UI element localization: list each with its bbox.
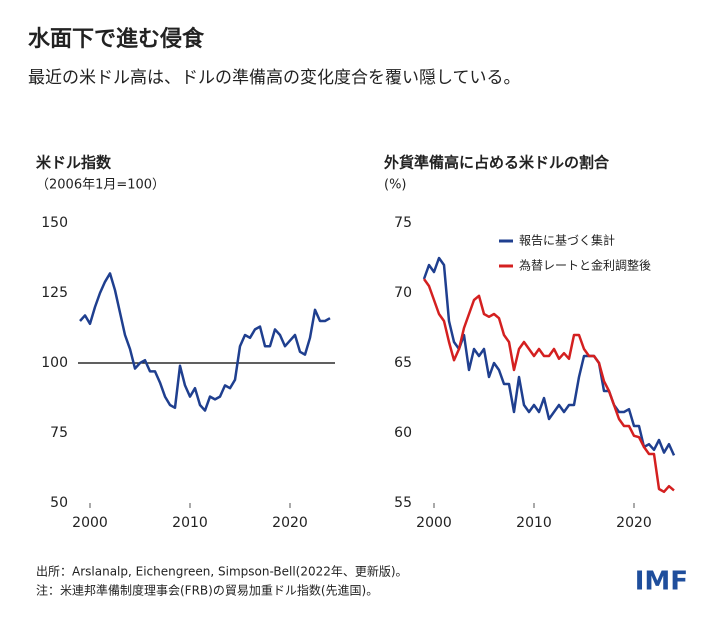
y-tick-label: 75 (394, 215, 412, 231)
x-tick-label: 2000 (72, 515, 108, 531)
data-line (79, 272, 331, 412)
y-tick-label: 125 (41, 285, 68, 301)
data-line (422, 278, 675, 494)
y-tick-label: 75 (50, 425, 68, 441)
chart-title: 米ドル指数 (36, 154, 112, 172)
data-line (422, 256, 676, 456)
title: 水面下で進む侵食 (28, 26, 205, 52)
chart-subtitle: （2006年1月=100） (36, 178, 165, 193)
x-tick-label: 2000 (416, 515, 452, 531)
y-tick-label: 150 (41, 215, 68, 231)
y-tick-label: 55 (394, 495, 412, 511)
x-tick-label: 2010 (172, 515, 208, 531)
footnote: 注：米連邦準備制度理事会(FRB)の貿易加重ドル指数(先進国)。 (36, 583, 378, 598)
logo: IMF (635, 567, 688, 597)
y-tick-label: 50 (50, 495, 68, 511)
subtitle: 最近の米ドル高は、ドルの準備高の変化度合を覆い隠している。 (28, 68, 521, 88)
x-tick-label: 2020 (272, 515, 308, 531)
y-tick-label: 60 (394, 425, 412, 441)
x-tick-label: 2010 (516, 515, 552, 531)
chart-title: 外貨準備高に占める米ドルの割合 (383, 154, 610, 172)
y-tick-label: 65 (394, 355, 412, 371)
chart-subtitle: (%) (384, 178, 407, 193)
footnote: 出所：Arslanalp, Eichengreen, Simpson-Bell(… (36, 564, 408, 579)
x-tick-label: 2020 (616, 515, 652, 531)
legend-label: 為替レートと金利調整後 (519, 258, 651, 273)
y-tick-label: 70 (394, 285, 412, 301)
y-tick-label: 100 (41, 355, 68, 371)
legend-label: 報告に基づく集計 (519, 233, 615, 248)
